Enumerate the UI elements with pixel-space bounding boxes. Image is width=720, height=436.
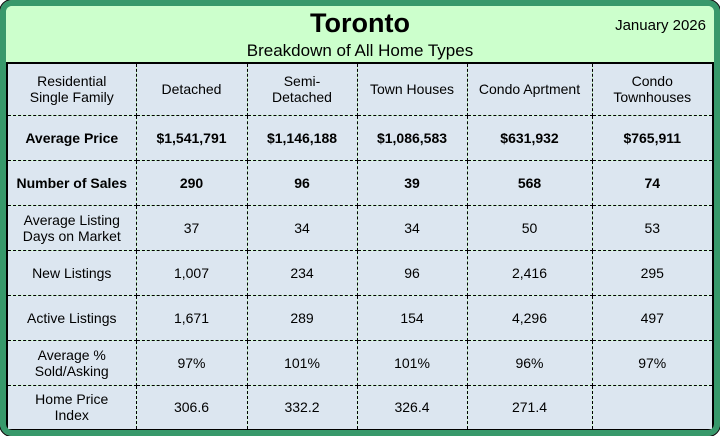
cell-value: 50 bbox=[466, 204, 593, 251]
cell-value: 497 bbox=[591, 294, 714, 341]
row-label: Home Price Index bbox=[6, 384, 137, 430]
cell-value: 326.4 bbox=[356, 384, 468, 430]
table-row: New Listings 1,007 234 96 2,416 295 bbox=[6, 249, 714, 296]
cell-value: $631,932 bbox=[466, 114, 593, 161]
row-label: New Listings bbox=[6, 249, 137, 296]
table-body: Average Price $1,541,791 $1,146,188 $1,086,… bbox=[6, 114, 714, 430]
cell-value: 34 bbox=[246, 204, 358, 251]
corner-header: Residential Single Family bbox=[6, 62, 137, 116]
cell-value: 2,416 bbox=[466, 249, 593, 296]
cell-value: 234 bbox=[246, 249, 358, 296]
cell-value: 97% bbox=[591, 339, 714, 386]
column-header: Town Houses bbox=[356, 62, 468, 116]
row-label: Average Price bbox=[6, 114, 137, 161]
cell-value: 39 bbox=[356, 159, 468, 206]
table-row: Number of Sales 290 96 39 568 74 bbox=[6, 159, 714, 206]
cell-value: 568 bbox=[466, 159, 593, 206]
page-subtitle: Breakdown of All Home Types bbox=[246, 41, 474, 60]
cell-value: 271.4 bbox=[466, 384, 593, 430]
cell-value: $1,086,583 bbox=[356, 114, 468, 161]
column-header: Condo Aprtment bbox=[466, 62, 593, 116]
cell-value: $765,911 bbox=[591, 114, 714, 161]
cell-value: 74 bbox=[591, 159, 714, 206]
cell-value: 101% bbox=[246, 339, 358, 386]
table-row: Average % Sold/Asking 97% 101% 101% 96% 97% bbox=[6, 339, 714, 386]
cell-value: 154 bbox=[356, 294, 468, 341]
cell-value: $1,146,188 bbox=[246, 114, 358, 161]
cell-value bbox=[591, 384, 714, 430]
column-header: Semi- Detached bbox=[246, 62, 358, 116]
cell-value: 332.2 bbox=[246, 384, 358, 430]
row-label: Active Listings bbox=[6, 294, 137, 341]
column-header-row: Residential Single Family Detached Semi- D… bbox=[6, 62, 714, 116]
table-row: Home Price Index 306.6 332.2 326.4 271.4 bbox=[6, 384, 714, 430]
cell-value: 101% bbox=[356, 339, 468, 386]
row-label: Average % Sold/Asking bbox=[6, 339, 137, 386]
column-header: Condo Townhouses bbox=[591, 62, 714, 116]
table-row: Active Listings 1,671 289 154 4,296 497 bbox=[6, 294, 714, 341]
cell-value: 96 bbox=[246, 159, 358, 206]
cell-value: 290 bbox=[135, 159, 248, 206]
cell-value: $1,541,791 bbox=[135, 114, 248, 161]
cell-value: 295 bbox=[591, 249, 714, 296]
table-row: Average Listing Days on Market 37 34 34 50 53 bbox=[6, 204, 714, 251]
cell-value: 1,007 bbox=[135, 249, 248, 296]
cell-value: 1,671 bbox=[135, 294, 248, 341]
row-label: Number of Sales bbox=[6, 159, 137, 206]
cell-value: 4,296 bbox=[466, 294, 593, 341]
cell-value: 96 bbox=[356, 249, 468, 296]
cell-value: 53 bbox=[591, 204, 714, 251]
page-title: Toronto bbox=[310, 8, 410, 38]
stats-table: Residential Single Family Detached Semi- D… bbox=[6, 62, 714, 430]
row-label: Average Listing Days on Market bbox=[6, 204, 137, 251]
cell-value: 289 bbox=[246, 294, 358, 341]
report-date: January 2026 bbox=[615, 17, 706, 34]
cell-value: 97% bbox=[135, 339, 248, 386]
title-band: Toronto January 2026 Breakdown of All Ho… bbox=[6, 6, 714, 62]
column-header: Detached bbox=[135, 62, 248, 116]
table-row: Average Price $1,541,791 $1,146,188 $1,086,… bbox=[6, 114, 714, 161]
cell-value: 96% bbox=[466, 339, 593, 386]
cell-value: 306.6 bbox=[135, 384, 248, 430]
cell-value: 37 bbox=[135, 204, 248, 251]
cell-value: 34 bbox=[356, 204, 468, 251]
